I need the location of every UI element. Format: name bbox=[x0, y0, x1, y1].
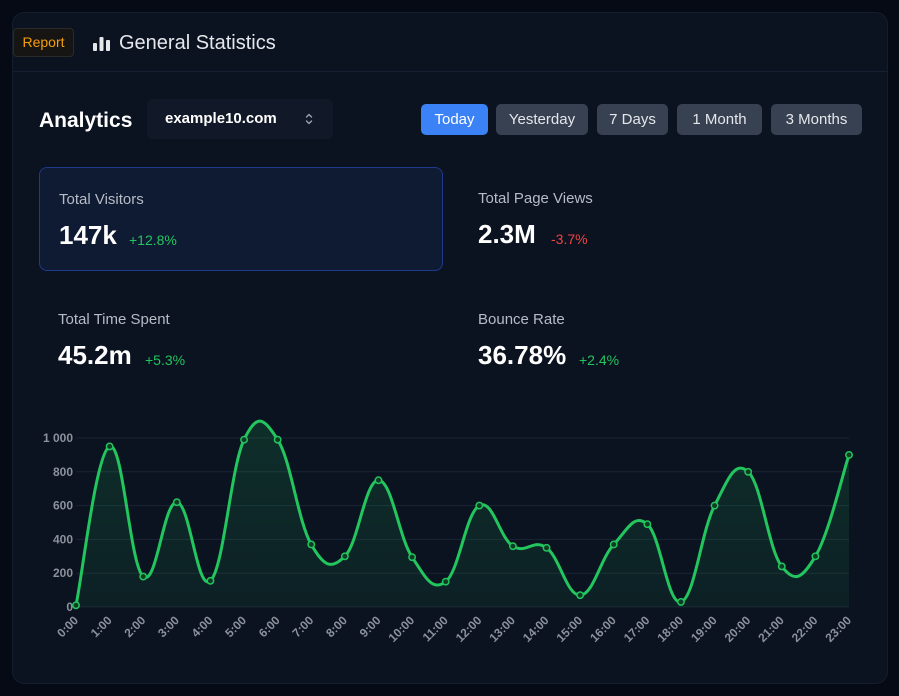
y-tick-label: 1 000 bbox=[43, 431, 73, 445]
x-tick-label: 5:00 bbox=[222, 613, 249, 640]
data-point bbox=[677, 597, 685, 606]
stat-card-bounce-rate[interactable]: Bounce Rate 36.78% +2.4% bbox=[459, 288, 863, 392]
data-point bbox=[172, 498, 181, 507]
stat-card-total-time-spent[interactable]: Total Time Spent 45.2m +5.3% bbox=[39, 288, 443, 392]
stat-value: 45.2m bbox=[58, 340, 132, 370]
x-tick-label: 13:00 bbox=[486, 613, 518, 645]
data-point bbox=[441, 577, 450, 586]
stat-value: 36.78% bbox=[478, 340, 567, 370]
data-point bbox=[340, 552, 349, 561]
data-point bbox=[576, 591, 585, 600]
x-tick-label: 11:00 bbox=[420, 613, 451, 644]
stat-label: Total Page Views bbox=[478, 190, 593, 207]
range-1month-button[interactable]: 1 Month bbox=[677, 104, 762, 135]
x-tick-label: 4:00 bbox=[189, 613, 216, 640]
data-point bbox=[408, 553, 417, 562]
panel-header: Report General Statistics bbox=[13, 13, 887, 72]
bar-chart-icon bbox=[93, 37, 110, 51]
range-yesterday-button[interactable]: Yesterday bbox=[496, 104, 588, 135]
stat-card-total-visitors[interactable]: Total Visitors 147k +12.8% bbox=[39, 167, 443, 271]
x-tick-label: 0:00 bbox=[54, 613, 81, 640]
data-point bbox=[273, 435, 282, 444]
y-tick-label: 200 bbox=[53, 566, 73, 580]
stat-change: +12.8% bbox=[129, 232, 177, 248]
series-area bbox=[76, 421, 849, 607]
data-point bbox=[307, 540, 316, 549]
stat-change: +2.4% bbox=[579, 352, 620, 368]
report-badge[interactable]: Report bbox=[13, 28, 74, 57]
x-tick-label: 2:00 bbox=[121, 613, 148, 640]
x-tick-label: 18:00 bbox=[654, 613, 686, 645]
y-tick-label: 800 bbox=[53, 465, 73, 479]
data-point bbox=[609, 540, 618, 549]
data-point bbox=[811, 552, 820, 561]
stat-label: Bounce Rate bbox=[478, 311, 565, 328]
data-point bbox=[240, 435, 248, 444]
data-point bbox=[643, 520, 652, 529]
x-tick-label: 9:00 bbox=[357, 613, 384, 640]
x-tick-label: 22:00 bbox=[789, 613, 821, 645]
x-tick-label: 3:00 bbox=[155, 613, 182, 640]
panel-title: General Statistics bbox=[119, 32, 276, 54]
range-7days-button[interactable]: 7 Days bbox=[597, 104, 668, 135]
data-point bbox=[542, 543, 551, 552]
data-point bbox=[72, 601, 80, 610]
y-tick-label: 600 bbox=[53, 499, 73, 513]
y-tick-label: 400 bbox=[53, 532, 73, 546]
range-3months-button[interactable]: 3 Months bbox=[771, 104, 862, 135]
stat-value: 147k bbox=[59, 220, 117, 250]
data-point bbox=[508, 542, 517, 551]
x-tick-label: 12:00 bbox=[453, 613, 485, 645]
stat-value: 2.3M bbox=[478, 219, 536, 249]
data-point bbox=[374, 476, 383, 485]
range-today-button[interactable]: Today bbox=[421, 104, 488, 135]
x-tick-label: 15:00 bbox=[554, 613, 586, 645]
x-tick-label: 1:00 bbox=[88, 613, 115, 640]
data-point bbox=[206, 576, 215, 585]
chevron-up-down-icon bbox=[305, 113, 313, 125]
x-tick-label: 8:00 bbox=[323, 613, 350, 640]
statistics-panel: Report General Statistics Analytics exam… bbox=[12, 12, 888, 684]
data-point bbox=[475, 501, 484, 510]
x-tick-label: 10:00 bbox=[386, 613, 418, 645]
stat-label: Total Visitors bbox=[59, 191, 144, 208]
domain-select-value: example10.com bbox=[165, 110, 277, 127]
data-point bbox=[744, 467, 753, 476]
analytics-title: Analytics bbox=[39, 109, 133, 132]
stat-label: Total Time Spent bbox=[58, 311, 170, 328]
stat-change: -3.7% bbox=[551, 231, 588, 247]
x-tick-label: 7:00 bbox=[289, 613, 316, 640]
x-tick-label: 14:00 bbox=[520, 613, 552, 645]
data-point bbox=[710, 501, 719, 510]
stat-change: +5.3% bbox=[145, 352, 186, 368]
x-tick-label: 19:00 bbox=[688, 613, 720, 645]
visitors-line-chart: 0 200 400 600 800 1 000 0:00 1:00 2:00 3:00 4:00 5:… bbox=[43, 419, 855, 645]
x-tick-label: 17:00 bbox=[621, 613, 653, 645]
data-point bbox=[139, 572, 148, 581]
domain-select[interactable]: example10.com bbox=[147, 99, 333, 139]
x-tick-label: 6:00 bbox=[256, 613, 283, 640]
data-point bbox=[105, 442, 114, 451]
data-point bbox=[777, 562, 786, 571]
y-tick-label: 0 bbox=[66, 600, 73, 614]
x-tick-label: 16:00 bbox=[587, 613, 619, 645]
x-tick-label: 21:00 bbox=[755, 613, 787, 645]
x-tick-label: 23:00 bbox=[823, 613, 855, 645]
x-tick-label: 20:00 bbox=[722, 613, 754, 645]
stat-card-total-page-views[interactable]: Total Page Views 2.3M -3.7% bbox=[459, 167, 863, 271]
data-point bbox=[845, 450, 853, 459]
